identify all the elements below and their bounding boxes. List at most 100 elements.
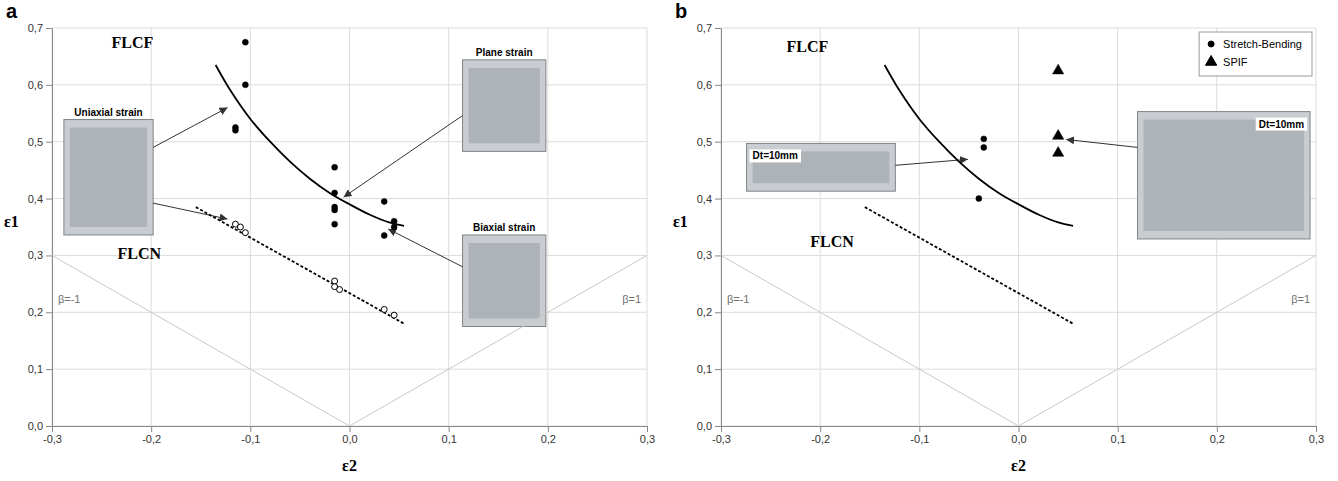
curve	[1019, 255, 1317, 426]
annotation-label: Dt=10mm	[1259, 119, 1304, 130]
annotation-label: Plane strain	[476, 47, 533, 58]
x-grid-line	[448, 28, 449, 426]
grid	[52, 28, 647, 426]
photo-annotation: Plane strain	[344, 47, 546, 197]
annotations: Dt=10mmDt=10mm	[747, 112, 1310, 239]
y-axis-line	[721, 29, 722, 427]
y-tick: 0,1	[697, 363, 721, 375]
y-axis-title: ε1	[4, 213, 19, 230]
legend-box	[1199, 32, 1312, 76]
x-axis: -0,3-0,2-0,10,00,10,20,3	[712, 426, 1324, 445]
beta-label: β=1	[1291, 293, 1310, 305]
y-tick: 0,4	[28, 193, 52, 205]
y-tick: 0,4	[697, 193, 721, 205]
legend: Stretch-BendingSPIF	[1199, 32, 1312, 76]
curve-label: FLCF	[112, 34, 154, 51]
curve	[885, 65, 1073, 226]
point	[242, 82, 248, 88]
x-tick-label: 0,3	[1309, 433, 1324, 445]
photo-detail	[469, 243, 540, 319]
label-patch	[750, 149, 801, 162]
point	[391, 312, 397, 318]
y-tick-label: 0,0	[28, 420, 43, 432]
x-axis-title: ε2	[1011, 457, 1026, 474]
point	[332, 190, 338, 196]
x-tick: -0,3	[43, 426, 62, 445]
annotations: Uniaxial strain Plane strain Biaxial strai…	[64, 47, 546, 327]
y-tick-label: 0,3	[697, 249, 712, 261]
point	[381, 233, 387, 239]
y-tick: 0,1	[28, 363, 52, 375]
photo-detail	[1144, 120, 1305, 231]
x-grid-line	[1018, 28, 1019, 426]
photo-placeholder	[463, 235, 546, 327]
point	[242, 230, 248, 236]
photo-annotation: Biaxial strain	[388, 222, 546, 327]
y-tick-label: 0,2	[697, 306, 712, 318]
x-tick-mark	[250, 426, 251, 432]
arrow	[153, 108, 227, 148]
point	[332, 164, 338, 170]
x-tick-label: 0,0	[1011, 433, 1026, 445]
x-tick-mark	[350, 426, 351, 432]
x-tick: 0,3	[640, 426, 655, 445]
x-tick-mark	[151, 426, 152, 432]
point	[332, 278, 338, 284]
legend-label: Stretch-Bending	[1223, 38, 1302, 50]
y-grid-line	[52, 28, 647, 29]
y-axis: 0,00,10,20,30,40,50,60,7	[28, 22, 53, 432]
y-grid-line	[52, 312, 647, 313]
x-tick-mark	[1118, 426, 1119, 432]
point	[242, 39, 248, 45]
y-tick-mark	[715, 255, 721, 256]
y-axis: 0,00,10,20,30,40,50,60,7	[697, 22, 722, 432]
curve	[52, 255, 350, 426]
panel-label: a	[6, 0, 18, 22]
point	[232, 127, 238, 133]
photo-detail	[469, 68, 540, 144]
beta-label: β=-1	[727, 293, 750, 305]
y-tick-mark	[715, 85, 721, 86]
y-tick: 0,2	[28, 306, 52, 318]
x-tick-mark	[1217, 426, 1218, 432]
panel: -0,3-0,2-0,10,00,10,20,30,00,10,20,30,40…	[673, 0, 1324, 474]
photo-annotation: Uniaxial strain	[64, 107, 228, 235]
x-tick: -0,1	[910, 426, 929, 445]
x-tick-mark	[647, 426, 648, 432]
photo-annotation: Dt=10mm	[1066, 112, 1310, 239]
panel-label: b	[675, 0, 687, 22]
point	[1053, 147, 1064, 157]
y-grid-line	[721, 369, 1316, 370]
beta-label: β=-1	[58, 293, 81, 305]
y-tick-label: 0,3	[28, 249, 43, 261]
point	[381, 306, 387, 312]
y-tick: 0,2	[697, 306, 721, 318]
y-grid-line	[721, 84, 1316, 85]
y-tick: 0,7	[697, 22, 721, 34]
y-tick-mark	[46, 369, 52, 370]
y-grid-line	[721, 28, 1316, 29]
x-tick: -0,2	[811, 426, 830, 445]
x-tick-label: 0,2	[541, 433, 556, 445]
grid	[721, 28, 1316, 426]
y-tick: 0,0	[28, 420, 52, 432]
point	[1053, 130, 1064, 140]
y-tick-mark	[46, 85, 52, 86]
x-axis-title: ε2	[342, 457, 357, 474]
x-tick-label: -0,3	[43, 433, 62, 445]
point	[976, 196, 982, 202]
curve-label: FLCN	[117, 245, 161, 262]
y-tick-mark	[46, 199, 52, 200]
x-tick-mark	[919, 426, 920, 432]
y-axis-line	[52, 29, 53, 427]
x-tick-mark	[52, 426, 53, 432]
y-tick-label: 0,1	[28, 363, 43, 375]
annotation-label: Biaxial strain	[473, 222, 535, 233]
curve-label: FLCF	[786, 38, 828, 55]
x-tick: -0,2	[142, 426, 161, 445]
x-tick: 0,1	[442, 426, 457, 445]
y-tick-label: 0,0	[697, 420, 712, 432]
curve	[721, 255, 1019, 426]
arrow	[388, 229, 462, 267]
x-tick-label: 0,2	[1210, 433, 1225, 445]
